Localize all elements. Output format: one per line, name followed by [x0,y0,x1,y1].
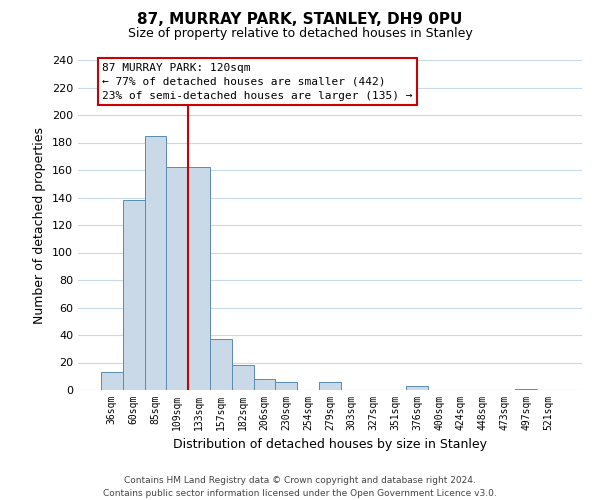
Bar [210,339,232,390]
Bar [232,365,254,390]
X-axis label: Distribution of detached houses by size in Stanley: Distribution of detached houses by size … [173,438,487,452]
Bar [188,167,210,390]
Bar [406,386,428,390]
Text: 87 MURRAY PARK: 120sqm
← 77% of detached houses are smaller (442)
23% of semi-de: 87 MURRAY PARK: 120sqm ← 77% of detached… [102,62,413,101]
Text: 87, MURRAY PARK, STANLEY, DH9 0PU: 87, MURRAY PARK, STANLEY, DH9 0PU [137,12,463,28]
Bar [123,200,145,390]
Bar [275,382,297,390]
Y-axis label: Number of detached properties: Number of detached properties [34,126,46,324]
Bar [101,372,123,390]
Bar [166,167,188,390]
Text: Contains HM Land Registry data © Crown copyright and database right 2024.
Contai: Contains HM Land Registry data © Crown c… [103,476,497,498]
Bar [319,382,341,390]
Text: Size of property relative to detached houses in Stanley: Size of property relative to detached ho… [128,28,472,40]
Bar [254,379,275,390]
Bar [145,136,166,390]
Bar [515,388,537,390]
